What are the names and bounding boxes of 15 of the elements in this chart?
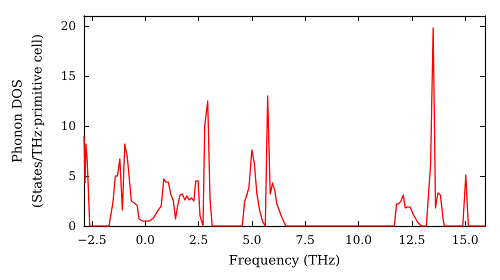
y-tick-label: 15 [60,69,76,83]
x-tick-label: 15.0 [452,233,479,247]
y-tick-label: 0 [68,219,76,233]
x-axis-title: Frequency (THz) [228,253,340,268]
x-tick-label: −2.5 [77,233,106,247]
y-axis-title: Phonon DOS (States/THz·primitive cell) [10,34,46,208]
x-tick-label: 5.0 [242,233,262,247]
y-tick-label: 5 [68,169,76,183]
x-tick-label: 2.5 [188,233,208,247]
x-tick-label: 7.5 [296,233,315,247]
x-tick-label: 10.0 [345,233,372,247]
y-tick-label: 10 [60,119,76,133]
x-tick-label: 0.0 [136,233,155,247]
x-tick-label: 12.5 [398,233,426,247]
y-tick-label: 20 [60,19,76,33]
